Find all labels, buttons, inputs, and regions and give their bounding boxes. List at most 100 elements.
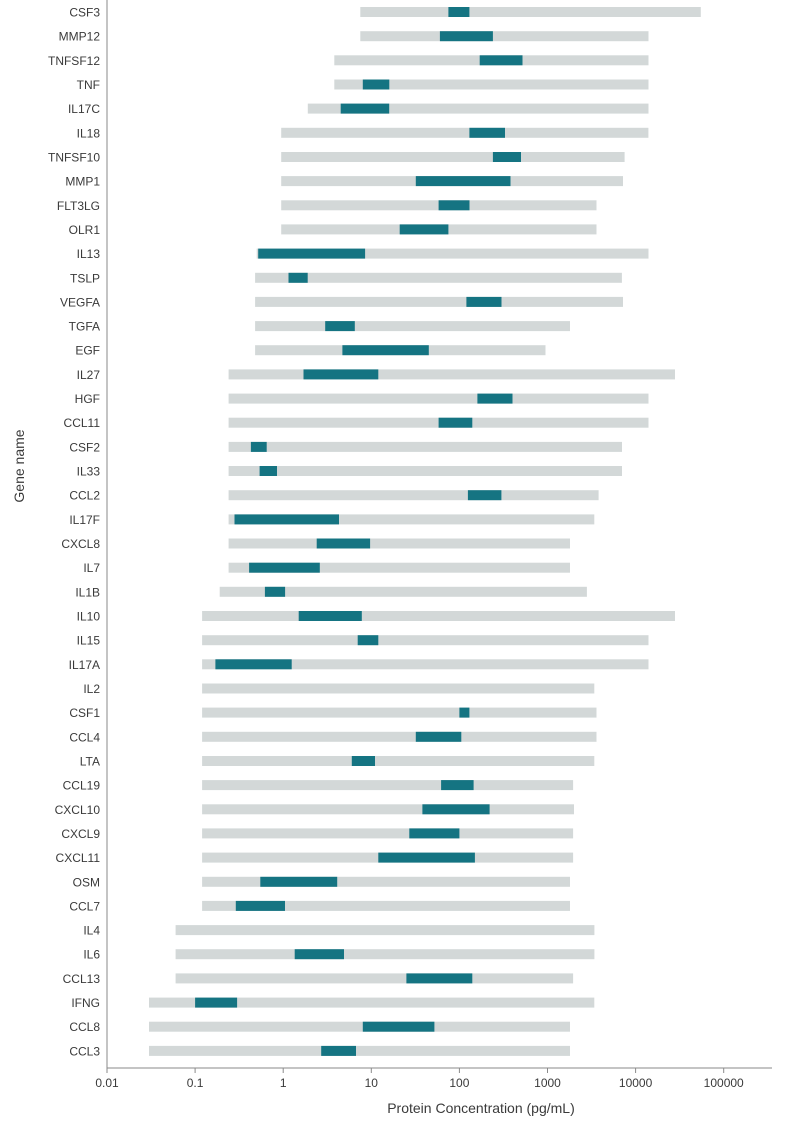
gene-label: IL17F [69,513,100,527]
range-bar [228,393,649,404]
highlight-bar [215,659,292,670]
x-tick-label: 0.01 [95,1076,119,1090]
range-bar [149,997,595,1008]
highlight-bar [195,997,238,1008]
gene-label: CCL7 [69,899,100,913]
range-bar [256,248,649,259]
range-bar [228,538,570,549]
highlight-bar [469,127,505,138]
gene-label: CCL11 [64,416,101,430]
x-ticks-layer: 0.01 0.1 1 10 100 1000 10000 100000 [95,1068,744,1090]
gene-label: CCL4 [69,730,100,744]
highlight-bar [409,828,460,839]
highlight-bar [250,441,267,452]
range-bar [307,103,649,114]
x-tick-label: 100000 [704,1076,744,1090]
highlight-bar [258,248,366,259]
gene-label: CSF1 [69,706,100,720]
highlight-bar [303,369,379,380]
x-tick-label: 10 [365,1076,379,1090]
gene-label: IL7 [83,561,100,575]
range-bar [334,79,649,90]
highlight-bar [399,224,449,235]
gene-label: IL13 [77,247,101,261]
x-axis-title: Protein Concentration (pg/mL) [387,1100,575,1116]
range-bar [202,828,574,839]
gene-label: IL17C [68,102,100,116]
highlight-bar [467,490,502,501]
highlight-bar [492,152,521,162]
range-bar [202,900,570,911]
highlight-bar [235,900,285,911]
highlight-bar [448,7,470,17]
range-bar [255,272,622,283]
gene-labels-layer: CSF3 MMP12 TNFSF12 TNF IL17C IL18 TNFSF10 MMP1 F… [48,6,100,1059]
range-bar [202,707,597,718]
x-tick-label: 1 [280,1076,287,1090]
range-bar [175,949,595,960]
range-bar [255,296,623,307]
gene-label: CCL2 [69,489,100,503]
gene-label: CCL13 [63,972,101,986]
range-bar [202,659,649,670]
highlight-bar [415,731,462,742]
highlight-bar [321,1045,356,1056]
gene-label: TNFSF10 [48,150,100,164]
highlight-bar [406,973,473,984]
gene-label: IL10 [77,610,101,624]
range-bar [228,417,649,428]
range-bar [175,925,595,936]
highlight-bar [351,756,375,766]
gene-label: CCL8 [69,1020,100,1034]
range-bar [228,441,622,452]
range-bar [228,490,599,501]
gene-label: CSF3 [69,6,100,20]
range-bar [202,876,570,887]
highlight-bar [362,79,390,90]
gene-label: IL18 [77,126,101,140]
range-bar [228,466,622,476]
gene-label: IL6 [83,948,100,962]
range-bar [219,586,587,597]
highlight-bar [362,1021,435,1032]
range-bar [175,973,574,984]
gene-label: OLR1 [69,223,101,237]
gene-label: CCL3 [69,1044,100,1058]
gene-label: IL17A [69,658,100,672]
gene-label: HGF [75,392,100,406]
highlight-bar [378,852,475,863]
gene-label: VEGFA [60,295,100,309]
highlight-bar [260,876,338,887]
highlight-bar [298,611,362,621]
gene-label: IL33 [77,465,101,479]
range-bar [228,369,675,380]
x-tick-label: 0.1 [187,1076,204,1090]
highlight-bar [264,586,286,597]
highlight-bar [439,31,493,42]
range-bar [202,756,595,766]
highlight-bar [438,200,470,211]
gene-label: IL27 [77,368,101,382]
gene-label: TSLP [70,271,100,285]
gene-label: IL2 [83,682,100,696]
range-bar [202,683,595,694]
highlight-bar [259,466,277,476]
range-bar [202,611,675,621]
highlight-bar [422,804,490,815]
highlight-bar [479,55,523,66]
gene-label: TNFSF12 [48,54,100,68]
highlight-bar [294,949,344,960]
highlight-bar [316,538,371,549]
highlight-bar [441,780,474,791]
range-bar [228,562,570,573]
gene-label: MMP12 [59,30,101,44]
highlight-bar [438,417,473,428]
range-bar [149,1045,570,1056]
gene-label: CXCL11 [56,851,101,865]
gene-label: TNF [77,78,100,92]
highlight-bar [288,272,308,283]
gene-label: EGF [75,344,100,358]
highlight-bar [477,393,513,404]
gene-label: IFNG [71,996,100,1010]
